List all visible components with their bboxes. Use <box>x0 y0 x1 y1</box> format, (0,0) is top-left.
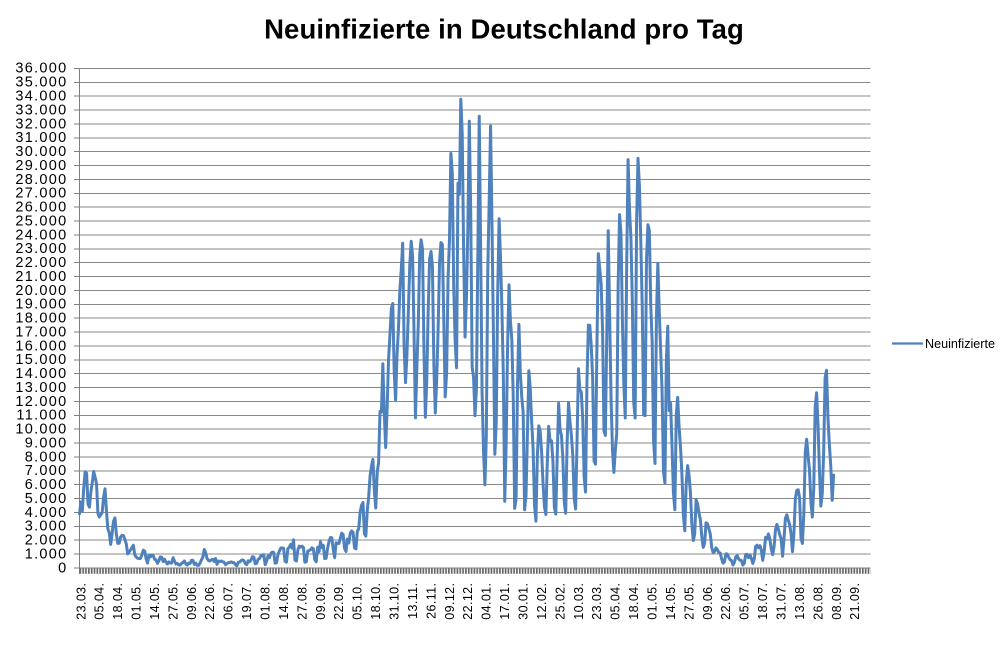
svg-text:01.05.: 01.05. <box>646 583 660 620</box>
svg-text:26.08.: 26.08. <box>811 583 825 620</box>
svg-text:1.000: 1.000 <box>25 546 68 562</box>
svg-text:21.09.: 21.09. <box>848 583 862 620</box>
svg-text:16.000: 16.000 <box>15 338 67 354</box>
svg-text:12.000: 12.000 <box>15 394 67 410</box>
svg-text:27.000: 27.000 <box>15 186 67 202</box>
svg-text:09.09.: 09.09. <box>314 583 328 620</box>
svg-text:05.04.: 05.04. <box>93 583 107 620</box>
svg-text:10.000: 10.000 <box>15 422 67 438</box>
svg-text:19.000: 19.000 <box>15 297 67 313</box>
svg-text:13.08.: 13.08. <box>793 583 807 620</box>
svg-text:3.000: 3.000 <box>25 519 68 535</box>
svg-text:26.11.: 26.11. <box>424 583 438 619</box>
svg-text:05.04.: 05.04. <box>609 583 623 620</box>
svg-text:20.000: 20.000 <box>15 283 67 299</box>
svg-text:25.000: 25.000 <box>15 213 67 229</box>
svg-text:05.07.: 05.07. <box>738 583 752 620</box>
svg-text:36.000: 36.000 <box>15 61 67 77</box>
svg-text:09.06.: 09.06. <box>185 583 199 620</box>
svg-text:18.10.: 18.10. <box>369 583 383 620</box>
svg-text:11.000: 11.000 <box>16 408 67 424</box>
svg-text:13.11.: 13.11. <box>406 583 420 619</box>
svg-text:17.01.: 17.01. <box>498 583 512 620</box>
svg-text:05.10.: 05.10. <box>351 583 365 620</box>
svg-text:32.000: 32.000 <box>15 116 67 132</box>
svg-text:8.000: 8.000 <box>25 449 68 465</box>
svg-text:31.07.: 31.07. <box>775 583 789 620</box>
svg-text:17.000: 17.000 <box>15 324 67 340</box>
svg-text:21.000: 21.000 <box>15 269 67 285</box>
svg-text:31.10.: 31.10. <box>388 583 402 620</box>
svg-text:29.000: 29.000 <box>15 158 67 174</box>
svg-text:04.01.: 04.01. <box>480 583 494 620</box>
svg-text:31.000: 31.000 <box>15 130 67 146</box>
svg-text:30.000: 30.000 <box>15 144 67 160</box>
svg-text:18.000: 18.000 <box>15 311 67 327</box>
svg-text:23.03.: 23.03. <box>590 583 604 620</box>
svg-text:18.04.: 18.04. <box>627 583 641 620</box>
svg-text:Neuinfizierte: Neuinfizierte <box>925 337 995 351</box>
svg-text:0: 0 <box>58 560 67 576</box>
svg-text:26.000: 26.000 <box>15 200 67 216</box>
svg-text:13.000: 13.000 <box>15 380 67 396</box>
svg-text:22.000: 22.000 <box>15 255 67 271</box>
svg-text:7.000: 7.000 <box>25 463 68 479</box>
svg-text:27.08.: 27.08. <box>295 583 309 620</box>
svg-text:22.06.: 22.06. <box>719 583 733 620</box>
svg-text:Neuinfizierte in Deutschland p: Neuinfizierte in Deutschland pro Tag <box>264 14 744 45</box>
svg-text:09.12.: 09.12. <box>443 583 457 620</box>
svg-text:22.09.: 22.09. <box>332 583 346 620</box>
svg-text:14.05.: 14.05. <box>664 583 678 620</box>
svg-text:23.000: 23.000 <box>15 241 67 257</box>
svg-text:23.03.: 23.03. <box>74 583 88 620</box>
svg-text:09.06.: 09.06. <box>701 583 715 620</box>
svg-text:27.05.: 27.05. <box>682 583 696 620</box>
svg-text:01.08.: 01.08. <box>259 583 273 620</box>
svg-text:01.05.: 01.05. <box>130 583 144 620</box>
svg-text:6.000: 6.000 <box>25 477 68 493</box>
svg-text:14.000: 14.000 <box>15 366 67 382</box>
svg-text:14.05.: 14.05. <box>148 583 162 620</box>
svg-text:24.000: 24.000 <box>15 227 67 243</box>
svg-text:5.000: 5.000 <box>25 491 68 507</box>
svg-text:12.02.: 12.02. <box>535 583 549 620</box>
svg-text:27.05.: 27.05. <box>166 583 180 620</box>
svg-text:19.07.: 19.07. <box>240 583 254 620</box>
svg-text:22.12.: 22.12. <box>461 583 475 620</box>
svg-text:34.000: 34.000 <box>15 89 67 105</box>
svg-text:2.000: 2.000 <box>25 533 68 549</box>
svg-text:22.06.: 22.06. <box>203 583 217 620</box>
svg-text:25.02.: 25.02. <box>553 583 567 620</box>
svg-text:15.000: 15.000 <box>15 352 67 368</box>
svg-text:33.000: 33.000 <box>15 102 67 118</box>
svg-text:10.03.: 10.03. <box>572 583 586 620</box>
svg-text:9.000: 9.000 <box>25 435 68 451</box>
svg-text:35.000: 35.000 <box>15 75 67 91</box>
svg-text:4.000: 4.000 <box>25 505 68 521</box>
svg-text:14.08.: 14.08. <box>277 583 291 620</box>
svg-text:06.07.: 06.07. <box>222 583 236 620</box>
svg-text:18.04.: 18.04. <box>111 583 125 620</box>
svg-text:30.01.: 30.01. <box>517 583 531 620</box>
svg-text:08.09.: 08.09. <box>830 583 844 620</box>
svg-text:18.07.: 18.07. <box>756 583 770 620</box>
svg-text:28.000: 28.000 <box>15 172 67 188</box>
